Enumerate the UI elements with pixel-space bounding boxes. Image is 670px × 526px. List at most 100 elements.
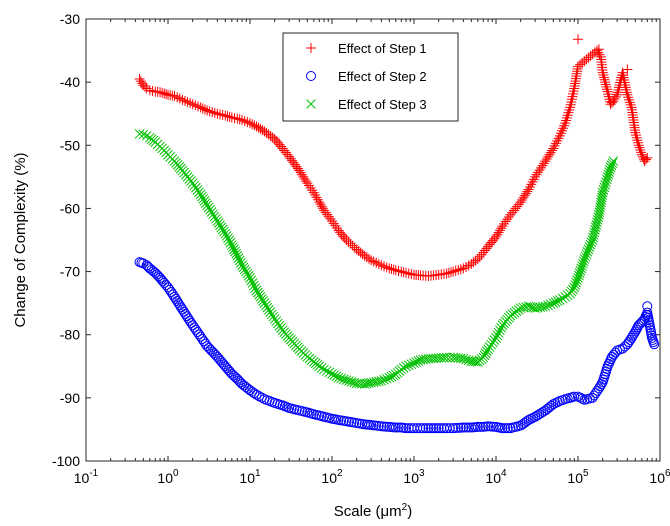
data-point <box>618 70 629 81</box>
data-point <box>390 422 401 433</box>
data-point <box>565 102 576 113</box>
x-tick-exponent: -1 <box>89 468 98 479</box>
data-point <box>195 189 206 200</box>
data-point <box>598 185 609 195</box>
data-point <box>619 75 630 86</box>
data-point <box>226 368 237 379</box>
data-point <box>545 147 556 158</box>
y-axis-title: Change of Complexity (%) <box>12 152 29 327</box>
data-point <box>212 108 223 119</box>
data-point <box>147 85 158 96</box>
legend-label: Effect of Step 1 <box>338 41 427 56</box>
data-point <box>453 422 464 433</box>
data-point <box>368 256 379 267</box>
data-point <box>599 74 610 85</box>
legend-item: Effect of Step 1 <box>306 41 427 56</box>
data-point <box>316 363 327 373</box>
data-point <box>203 342 214 353</box>
x-axis-title: Scale (μm2) <box>334 502 412 520</box>
data-point <box>219 226 229 237</box>
data-point <box>295 167 306 178</box>
legend-items: Effect of Step 1 Effect of Step 2 Effect o… <box>306 41 427 112</box>
data-point <box>433 423 444 434</box>
data-point <box>252 287 263 298</box>
data-point <box>415 423 426 434</box>
data-point <box>493 327 504 338</box>
data-point <box>239 116 250 127</box>
data-point <box>251 121 262 132</box>
data-point <box>458 263 469 274</box>
data-point <box>308 187 319 198</box>
data-point <box>597 187 608 198</box>
data-point <box>379 374 389 385</box>
data-point <box>245 273 255 283</box>
data-point <box>246 275 257 286</box>
data-point <box>199 196 210 206</box>
data-point <box>180 95 191 106</box>
data-point <box>431 423 442 434</box>
data-point <box>555 128 566 139</box>
data-point <box>557 125 568 136</box>
data-point <box>624 97 635 108</box>
data-point <box>205 204 215 215</box>
data-point <box>224 235 235 246</box>
data-point <box>620 79 631 90</box>
x-tick-exponent: 5 <box>583 468 589 479</box>
data-point <box>599 182 610 193</box>
legend-item: Effect of Step 3 <box>306 97 427 112</box>
data-point <box>518 192 529 203</box>
data-point <box>649 339 660 350</box>
data-point <box>230 372 241 383</box>
data-point <box>398 267 409 278</box>
data-point <box>381 373 392 384</box>
data-point <box>491 231 501 242</box>
data-point <box>566 94 577 105</box>
legend-label: Effect of Step 2 <box>338 69 427 84</box>
data-point <box>485 421 496 432</box>
data-point <box>213 218 224 229</box>
data-point <box>208 348 219 359</box>
data-point <box>263 305 274 315</box>
data-point <box>455 264 466 275</box>
data-point <box>371 257 382 268</box>
data-point <box>566 96 577 107</box>
data-point <box>229 113 240 124</box>
data-point <box>311 192 322 203</box>
data-point <box>209 211 220 222</box>
x-tick-base: 10 <box>485 470 501 486</box>
data-point <box>443 267 454 278</box>
data-point <box>401 361 411 372</box>
data-point <box>190 100 201 111</box>
data-point <box>310 190 321 201</box>
y-axis: -30 -40 -50 -60 -70 -80 -90 -100 <box>52 11 660 469</box>
data-point <box>220 361 231 372</box>
data-point <box>217 224 228 235</box>
data-point <box>524 181 535 192</box>
data-point <box>231 248 242 259</box>
data-point <box>209 107 220 118</box>
data-point <box>540 156 551 167</box>
data-point <box>426 423 437 434</box>
data-point <box>597 67 608 78</box>
data-point <box>568 86 579 97</box>
legend-marker <box>306 71 316 81</box>
data-point <box>472 421 483 432</box>
data-point <box>217 109 228 120</box>
data-point <box>600 79 611 90</box>
data-point <box>222 111 233 122</box>
data-point <box>482 346 492 357</box>
data-point <box>598 72 609 83</box>
data-point <box>317 203 328 214</box>
data-point <box>520 188 531 199</box>
data-point <box>600 179 611 190</box>
x-tick-exponent: 1 <box>255 468 261 479</box>
legend-label: Effect of Step 3 <box>338 97 427 112</box>
data-point <box>398 363 409 373</box>
data-point <box>622 64 633 75</box>
data-point <box>393 265 404 276</box>
data-point <box>636 147 647 158</box>
data-point <box>381 262 392 273</box>
data-point <box>215 109 226 120</box>
data-point <box>642 301 653 312</box>
data-point <box>221 231 232 241</box>
